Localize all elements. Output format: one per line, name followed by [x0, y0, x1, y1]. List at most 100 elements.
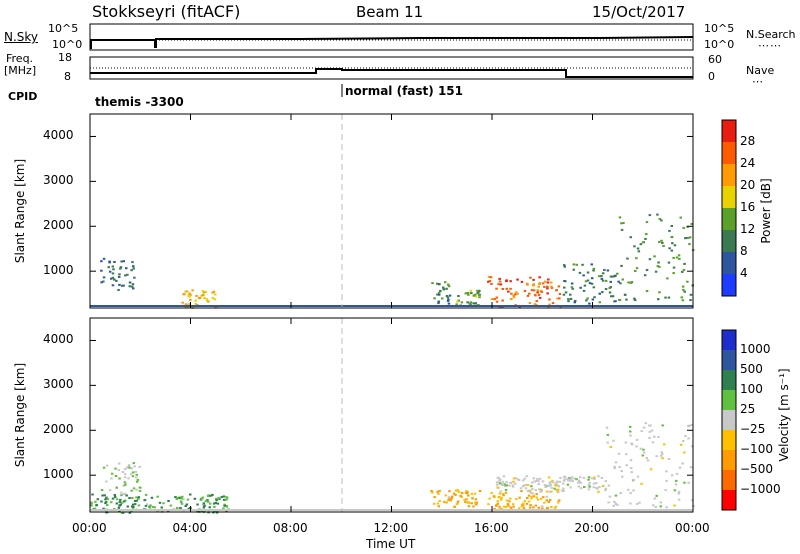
- velocity-cell: [528, 506, 532, 509]
- velocity-cell: [579, 476, 582, 479]
- power-cell: [637, 250, 641, 253]
- nave-label: Nave: [746, 64, 775, 77]
- colorbar-swatch: [722, 370, 736, 390]
- velocity-cell: [679, 443, 683, 446]
- velocity-cell: [453, 505, 456, 508]
- velocity-cell: [537, 506, 540, 509]
- power-cell: [548, 303, 551, 306]
- power-cell: [672, 272, 675, 275]
- velocity-cell: [547, 476, 551, 479]
- velocity-cell: [595, 486, 598, 489]
- power-cell: [102, 257, 106, 260]
- velocity-cell: [102, 466, 106, 469]
- power-cell: [431, 282, 434, 285]
- noise-sky-label: N.Sky: [4, 30, 39, 44]
- velocity-cell: [689, 466, 693, 469]
- power-cell: [598, 292, 601, 295]
- velocity-cell: [445, 501, 448, 504]
- velocity-cell: [562, 490, 565, 492]
- power-cell: [188, 292, 191, 295]
- velocity-cell: [215, 511, 219, 514]
- velocity-cell: [629, 467, 633, 470]
- power-cell: [555, 289, 558, 292]
- power-cell: [543, 280, 547, 283]
- noise-right-tick-bottom: 10^0: [704, 38, 735, 51]
- x-tick-label: 00:00: [675, 521, 710, 535]
- velocity-cell: [629, 434, 632, 437]
- power-cell: [579, 286, 582, 289]
- power-cell: [505, 287, 508, 290]
- power-cell: [111, 284, 115, 287]
- velocity-cell: [223, 503, 226, 506]
- velocity-cell: [546, 506, 549, 509]
- velocity-cell: [530, 496, 534, 498]
- velocity-cell: [438, 489, 441, 492]
- velocity-cell: [225, 498, 228, 501]
- velocity-ytick-label: 4000: [43, 332, 74, 347]
- power-cell: [684, 237, 688, 239]
- power-cell: [493, 298, 496, 301]
- power-cell: [586, 271, 590, 274]
- power-cell: [112, 268, 115, 271]
- velocity-cell: [180, 497, 183, 500]
- velocity-cell: [447, 498, 450, 501]
- velocity-cell: [588, 485, 591, 488]
- power-cell: [662, 245, 665, 247]
- velocity-cell: [616, 503, 619, 506]
- velocity-cell: [179, 500, 183, 503]
- velocity-cell: [673, 489, 677, 492]
- power-cell: [634, 270, 637, 272]
- velocity-cell: [531, 488, 534, 491]
- power-colorbar-tick: 24: [740, 156, 756, 170]
- velocity-cell: [137, 496, 141, 499]
- velocity-cell: [532, 495, 535, 498]
- power-cell: [567, 298, 570, 301]
- velocity-cell: [661, 452, 664, 455]
- power-cell: [439, 289, 442, 292]
- velocity-cell: [606, 441, 609, 444]
- power-cell: [200, 294, 203, 297]
- colorbar-swatch: [722, 330, 736, 350]
- velocity-colorbar-tick: 500: [740, 362, 763, 376]
- velocity-cell: [160, 506, 163, 509]
- velocity-cell: [650, 429, 654, 432]
- velocity-cell: [545, 495, 549, 498]
- velocity-cell: [444, 494, 447, 497]
- velocity-cell: [123, 492, 127, 495]
- velocity-cell: [443, 501, 447, 504]
- velocity-cell: [222, 507, 225, 510]
- velocity-cell: [530, 497, 533, 500]
- velocity-cell: [117, 462, 121, 465]
- power-cell: [198, 297, 202, 299]
- power-cell: [584, 280, 588, 283]
- velocity-cell: [687, 481, 690, 484]
- power-cell: [523, 290, 527, 292]
- velocity-cell: [208, 494, 212, 497]
- power-ytick-label: 4000: [43, 128, 74, 143]
- velocity-cell: [122, 484, 125, 487]
- velocity-cell: [629, 459, 633, 462]
- velocity-cell: [137, 504, 141, 507]
- velocity-cell: [117, 506, 121, 509]
- power-cell: [586, 279, 590, 282]
- velocity-cell: [115, 498, 119, 501]
- velocity-cell: [455, 503, 459, 506]
- power-cell: [118, 273, 121, 276]
- velocity-cell: [535, 493, 538, 496]
- power-cell: [658, 265, 661, 268]
- velocity-cell: [612, 504, 615, 507]
- velocity-cell: [501, 483, 504, 486]
- velocity-cell: [613, 467, 617, 470]
- power-cell: [562, 293, 566, 296]
- velocity-cell: [437, 505, 441, 508]
- velocity-cell: [649, 468, 653, 471]
- velocity-cell: [448, 490, 451, 493]
- velocity-cell: [577, 485, 581, 488]
- velocity-cell: [220, 496, 224, 498]
- velocity-cell: [598, 486, 601, 488]
- velocity-cell: [138, 490, 142, 492]
- power-cell: [474, 302, 477, 305]
- power-cell: [614, 300, 617, 303]
- power-cell: [681, 285, 685, 288]
- power-cell: [636, 247, 640, 250]
